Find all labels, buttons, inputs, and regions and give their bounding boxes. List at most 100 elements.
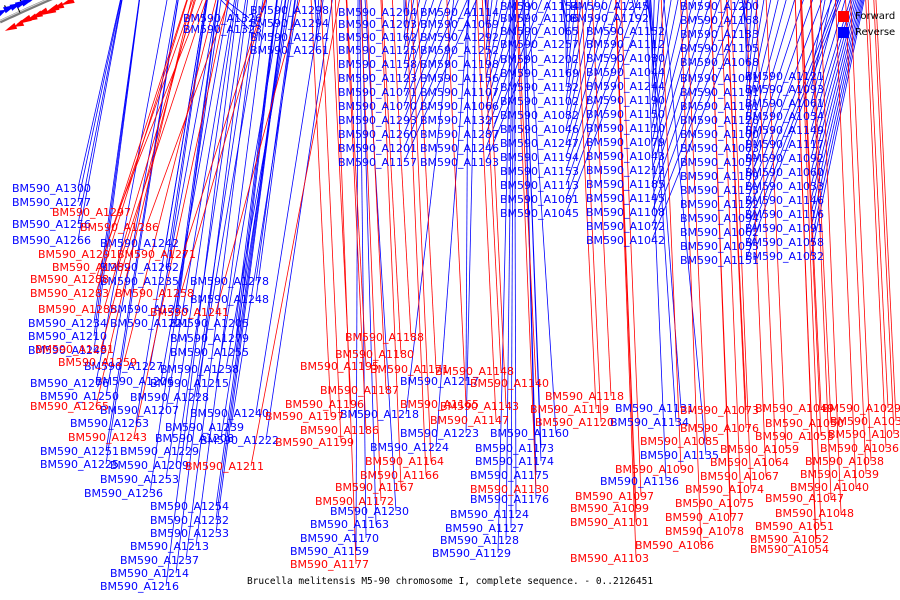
- legend-item-forward: Forward: [838, 8, 895, 24]
- reverse-gene-label: BM590_A1072: [586, 220, 665, 233]
- forward-gene-label: BM590_A1259: [58, 356, 137, 369]
- connector-line: [446, 0, 467, 405]
- reverse-gene-label: BM590_A1154: [500, 0, 579, 13]
- reverse-gene-label: BM590_A1132: [500, 81, 579, 94]
- connector-line: [565, 0, 604, 144]
- connector-line: [485, 0, 493, 51]
- legend-label-reverse: Reverse: [855, 26, 896, 38]
- reverse-gene-label: BM590_A1156: [420, 72, 499, 85]
- connector-line: [810, 0, 864, 243]
- connector-line: [745, 0, 759, 93]
- reverse-gene-label: BM590_A1092: [745, 152, 824, 165]
- connector-line: [745, 0, 840, 247]
- connector-line: [565, 0, 597, 130]
- reverse-gene-label: BM590_A1300: [12, 182, 91, 195]
- connector-line: [103, 0, 194, 255]
- reverse-gene-label: BM590_A1149: [745, 124, 824, 137]
- connector-line: [165, 0, 239, 587]
- forward-gene-label: BM590_A1036: [820, 442, 899, 455]
- forward-gene-label: BM590_A1197: [265, 410, 344, 423]
- reverse-gene-label: BM590_A1133: [680, 28, 759, 41]
- connector-line: [255, 0, 296, 282]
- connector-line: [581, 0, 602, 423]
- connector-line: [165, 0, 235, 411]
- connector-line: [359, 0, 367, 539]
- reverse-gene-label: BM590_A1108: [586, 206, 665, 219]
- reverse-gene-label: BM590_A1189: [680, 170, 759, 183]
- minor-tick: [19, 0, 22, 2]
- scale-tick: [17, 7, 21, 13]
- connector-line: [845, 0, 867, 475]
- connector-line: [651, 0, 666, 101]
- forward-gene-label: BM590_A1195: [300, 360, 379, 373]
- connector-line: [651, 0, 749, 241]
- reverse-gene-label: BM590_A1294: [250, 17, 329, 30]
- reverse-gene-label: BM590_A1146: [745, 194, 824, 207]
- reverse-gene-label: BM590_A1298: [250, 4, 329, 17]
- reverse-gene-label: BM590_A1079: [586, 136, 665, 149]
- reverse-gene-label: BM590_A1242: [100, 237, 179, 250]
- reverse-gene-label: BM590_A1044: [586, 66, 665, 79]
- reverse-gene-label: BM590_A1174: [475, 455, 554, 468]
- forward-gene-label: BM590_A1143: [440, 400, 519, 413]
- connector-line: [720, 0, 742, 504]
- connector-line: [195, 0, 268, 547]
- reverse-gene-label: BM590_A1260: [338, 128, 417, 141]
- reverse-gene-label: BM590_A1125: [338, 44, 417, 57]
- reverse-gene-label: BM590_A1213: [130, 540, 209, 553]
- forward-gene-label: BM590_A1172: [315, 495, 394, 508]
- forward-gene-label: BM590_A1177: [290, 558, 369, 571]
- connector-line: [745, 0, 779, 135]
- forward-gene-label: BM590_A1049: [755, 402, 834, 415]
- connector-line: [265, 0, 333, 441]
- reverse-gene-label: BM590_A1216: [100, 580, 179, 593]
- connector-line: [135, 0, 207, 424]
- reverse-gene-label: BM590_A1244: [586, 80, 665, 93]
- forward-gene-label: BM590_A1064: [710, 456, 789, 469]
- reverse-gene-label: BM590_A1124: [450, 508, 529, 521]
- reverse-gene-label: BM590_A1123: [338, 72, 417, 85]
- connector-line: [403, 0, 421, 65]
- reverse-gene-label: BM590_A1236: [84, 487, 163, 500]
- connector-line: [165, 0, 208, 268]
- connector-line: [810, 0, 853, 145]
- connector-line: [95, 0, 188, 280]
- connector-line: [810, 0, 851, 131]
- reverse-gene-label: BM590_A1127: [445, 522, 524, 535]
- connector-line: [175, 0, 246, 466]
- reverse-gene-label: BM590_A1256: [12, 218, 91, 231]
- reverse-gene-label: BM590_A1253: [100, 473, 179, 486]
- forward-gene-label: BM590_A1078: [665, 525, 744, 538]
- connector-line: [485, 0, 504, 79]
- connector-line: [565, 0, 630, 186]
- connector-line: [105, 0, 179, 465]
- connector-line: [680, 0, 702, 546]
- forward-gene-feature: [4, 22, 18, 31]
- connector-line: [743, 0, 747, 49]
- reverse-gene-label: BM590_A1251: [40, 445, 119, 458]
- reverse-gene-label: BM590_A1235: [100, 275, 179, 288]
- forward-gene-label: BM590_A1167: [335, 481, 414, 494]
- reverse-gene-label: BM590_A1069: [420, 18, 499, 31]
- connector-line: [686, 0, 707, 442]
- reverse-gene-label: BM590_A1106: [500, 12, 579, 25]
- connector-line: [522, 0, 537, 500]
- connector-line: [651, 0, 740, 227]
- connector-line: [651, 0, 712, 185]
- reverse-gene-label: BM590_A1248: [190, 293, 269, 306]
- connector-line: [646, 0, 653, 32]
- reverse-gene-label: BM590_A1131: [615, 402, 694, 415]
- connector-line: [195, 0, 264, 398]
- forward-gene-label: BM590_A1077: [665, 511, 744, 524]
- forward-gene-label: BM590_A1282: [52, 261, 131, 274]
- connector-line: [320, 0, 342, 443]
- connector-line: [651, 0, 679, 129]
- connector-line: [810, 0, 863, 229]
- connector-line: [514, 0, 517, 515]
- connector-line: [165, 0, 208, 282]
- forward-gene-label: BM590_A1180: [335, 348, 414, 361]
- reverse-gene-label: BM590_A1158: [338, 58, 417, 71]
- reverse-gene-label: BM590_A1293: [338, 114, 417, 127]
- reverse-gene-label: BM590_A1112: [586, 38, 665, 51]
- reverse-gene-label: BM590_A1113: [500, 179, 579, 192]
